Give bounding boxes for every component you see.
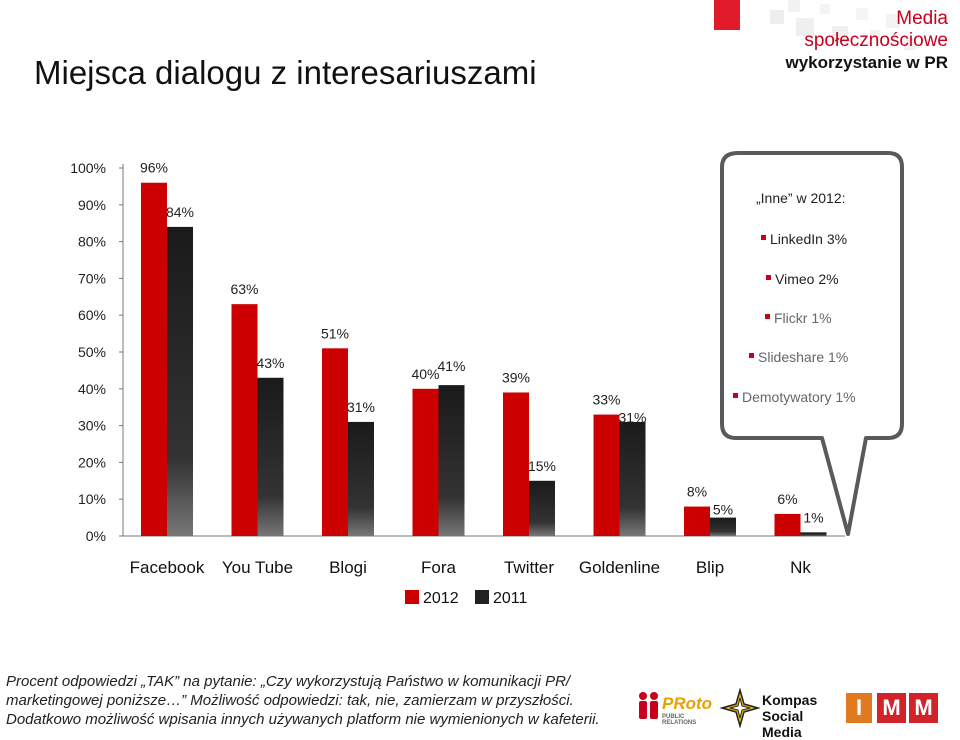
footer-note: Procent odpowiedzi „TAK” na pytanie: „Cz…	[6, 672, 616, 729]
y-tick-label: 0%	[86, 528, 106, 544]
data-label-2011: 15%	[528, 458, 556, 474]
callout-bullet-icon	[765, 314, 770, 319]
x-category-label: Fora	[421, 558, 457, 577]
callout-item: Flickr 1%	[774, 310, 832, 326]
y-tick-label: 100%	[70, 160, 106, 176]
data-label-2012: 96%	[140, 160, 168, 176]
data-label-2011: 31%	[618, 410, 646, 426]
callout-item: LinkedIn 3%	[770, 231, 847, 247]
data-label-2011: 1%	[803, 509, 823, 525]
data-label-2012: 33%	[592, 392, 620, 408]
kompas-logo: Kompas Social Media	[719, 687, 840, 740]
y-tick-label: 10%	[78, 491, 106, 507]
data-label-2012: 8%	[687, 484, 707, 500]
x-category-label: Twitter	[504, 558, 554, 577]
callout-item: Vimeo 2%	[775, 271, 839, 287]
data-label-2011: 5%	[713, 502, 733, 518]
page-title: Miejsca dialogu z interesariuszami	[34, 54, 537, 91]
y-tick-label: 50%	[78, 344, 106, 360]
callout-bubble: LinkedIn 3% Vimeo 2% Flickr 1% Slideshare 1…	[720, 151, 904, 536]
callout-bullet-icon	[749, 353, 754, 358]
bar-2011	[167, 226, 193, 536]
data-label-2011: 84%	[166, 204, 194, 220]
x-category-label: Blogi	[329, 558, 367, 577]
callout-bullet-icon	[761, 235, 766, 240]
x-category-label: You Tube	[222, 558, 293, 577]
data-label-2012: 63%	[230, 281, 258, 297]
bar-2012	[503, 392, 529, 536]
bar-2011	[800, 532, 827, 536]
y-tick-label: 90%	[78, 197, 106, 213]
bar-2011	[619, 421, 646, 536]
data-label-2011: 41%	[437, 358, 465, 374]
y-tick-label: 80%	[78, 234, 106, 250]
y-tick-label: 60%	[78, 307, 106, 323]
kompas-line-2: Social Media	[762, 708, 804, 740]
legend-swatch-2012	[405, 590, 419, 604]
footer-line-2: marketingowej poniższe…” Możliwość odpow…	[6, 692, 574, 709]
bar-2012	[412, 388, 439, 536]
proto-name: PRoto	[662, 694, 713, 713]
data-label-2012: 51%	[321, 325, 349, 341]
bar-2011	[529, 480, 555, 536]
callout-heading: „Inne” w 2012:	[756, 190, 846, 206]
brand-block: Media społecznościowe wykorzystanie w PR	[785, 8, 948, 74]
y-tick-label: 30%	[78, 418, 106, 434]
bar-2012	[231, 304, 258, 536]
compass-star-icon	[719, 687, 761, 729]
brand-line-2: społecznościowe	[804, 30, 948, 51]
proto-people-icon	[639, 692, 658, 719]
bar-2012	[141, 182, 167, 536]
imm-letter-2: M	[877, 693, 906, 723]
footer-line-1: Procent odpowiedzi „TAK” na pytanie: „Cz…	[6, 673, 571, 690]
legend-swatch-2011	[475, 590, 489, 604]
x-category-label: Facebook	[130, 558, 205, 577]
bar-2012	[684, 506, 710, 536]
data-label-2012: 6%	[777, 491, 797, 507]
legend-label-2011: 2011	[493, 590, 528, 607]
callout-item: Slideshare 1%	[758, 349, 848, 365]
brand-line-3: wykorzystanie w PR	[785, 53, 948, 72]
brand-line-1: Media	[896, 8, 948, 29]
imm-letter-1: I	[846, 693, 872, 723]
data-label-2012: 39%	[502, 369, 530, 385]
x-category-label: Nk	[790, 558, 811, 577]
x-category-label: Goldenline	[579, 558, 660, 577]
decorative-squares	[714, 0, 916, 50]
y-tick-label: 20%	[78, 454, 106, 470]
imm-letter-3: M	[909, 693, 938, 723]
bar-2012	[593, 414, 620, 536]
bar-2011	[257, 377, 284, 536]
y-tick-label: 40%	[78, 381, 106, 397]
bar-2012	[322, 348, 348, 536]
data-label-2011: 43%	[256, 355, 284, 371]
callout-item: Demotywatory 1%	[742, 389, 856, 405]
proto-logo: PRoto PUBLIC RELATIONS	[636, 690, 716, 726]
bar-2011	[348, 421, 374, 536]
y-tick-label: 70%	[78, 270, 106, 286]
imm-logo: I M M	[846, 693, 940, 723]
footer-line-3: Dodatkowo możliwość wpisania innych używ…	[6, 711, 600, 728]
callout-bullet-icon	[766, 275, 771, 280]
proto-sub: PUBLIC RELATIONS	[662, 714, 697, 726]
bar-2012	[774, 513, 801, 536]
bar-2011	[710, 517, 736, 536]
legend-label-2012: 2012	[423, 590, 459, 607]
data-label-2011: 31%	[347, 399, 375, 415]
data-label-2012: 40%	[411, 366, 439, 382]
callout-bullet-icon	[733, 393, 738, 398]
kompas-line-1: Kompas	[762, 692, 818, 708]
x-category-label: Blip	[696, 558, 724, 577]
bar-2011	[438, 385, 465, 536]
